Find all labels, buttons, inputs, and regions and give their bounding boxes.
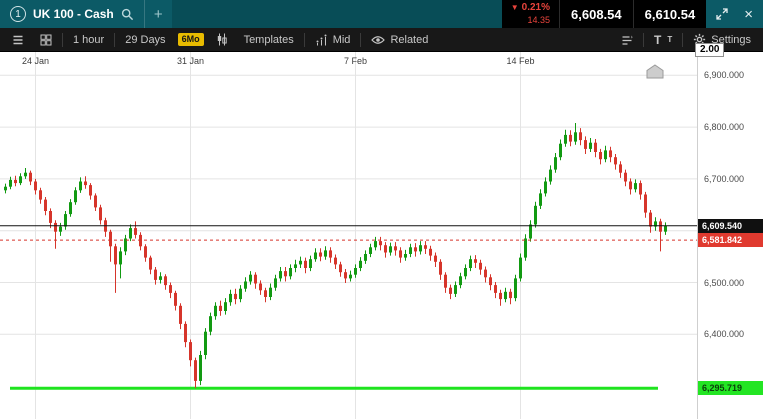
x-axis-date: 14 Feb — [506, 56, 535, 66]
down-triangle-icon: ▼ — [510, 3, 519, 13]
candlestick-icon — [217, 33, 227, 46]
x-axis-date: 31 Jan — [176, 56, 205, 66]
empty-tab-strip — [171, 0, 502, 28]
grid-icon — [40, 34, 52, 45]
range-dropdown[interactable]: 29 Days — [117, 28, 173, 51]
candlestick-chart[interactable] — [0, 52, 697, 419]
settings-label: Settings — [711, 33, 751, 46]
interval-label: 1 hour — [73, 33, 105, 46]
indicator-panels-button[interactable] — [613, 28, 641, 51]
scroll-marker-icon[interactable] — [646, 64, 664, 79]
mid-bars-icon — [316, 34, 327, 45]
chart-area[interactable]: 24 Jan 31 Jan 7 Feb 14 Feb 2.00 6,900.000 6,… — [0, 43, 763, 419]
instrument-tab[interactable]: 1 UK 100 - Cash — [0, 0, 144, 28]
templates-button[interactable]: Templates — [236, 28, 302, 51]
close-icon[interactable]: × — [744, 5, 753, 23]
price-tick: 6,400.000 — [704, 329, 745, 340]
mid-label: Mid — [332, 33, 351, 46]
divider — [643, 32, 645, 47]
preset-6mo-button[interactable]: 6Mo — [177, 33, 204, 46]
quote-panel: ▼ 0.21% 14.35 6,608.54 6,610.54 — [501, 0, 707, 28]
panels-icon — [622, 35, 633, 45]
divider — [682, 32, 684, 47]
related-button[interactable]: Related — [363, 28, 436, 51]
sell-price[interactable]: 6,608.54 — [559, 0, 633, 28]
range-label: 29 Days — [125, 33, 166, 46]
price-tag-current[interactable]: 6,609.540 — [698, 218, 763, 233]
related-label: Related — [390, 33, 429, 46]
news-list-button[interactable] — [4, 28, 32, 51]
spread-label: 2.00 — [695, 43, 725, 57]
layout-grid-button[interactable] — [32, 28, 60, 51]
divider — [62, 32, 63, 47]
interval-dropdown[interactable]: 1 hour — [65, 28, 112, 51]
instrument-title: UK 100 - Cash — [33, 7, 114, 21]
list-icon — [13, 35, 23, 44]
price-axis[interactable]: 2.00 6,900.0006,800.0006,700.0006,600.00… — [695, 43, 763, 419]
price-tag-red[interactable]: 6,581.842 — [698, 233, 763, 248]
search-icon[interactable] — [121, 8, 134, 21]
change-percent: 0.21% — [521, 2, 551, 14]
price-tick: 6,700.000 — [704, 173, 745, 184]
window-header: 1 UK 100 - Cash + ▼ 0.21% 14.35 6,608.54… — [0, 0, 763, 28]
price-tick: 6,900.000 — [704, 70, 745, 81]
window-controls: × — [706, 0, 763, 28]
templates-label: Templates — [243, 33, 294, 46]
buy-price[interactable]: 6,610.54 — [632, 0, 707, 28]
price-tick: 6,800.000 — [704, 122, 745, 133]
price-tick: 6,500.000 — [704, 277, 745, 288]
text-size-small: T — [667, 35, 673, 44]
divider — [114, 32, 116, 47]
chart-toolbar: 1 hour 29 Days 6Mo Templates Mid — [0, 28, 763, 52]
add-tab-button[interactable]: + — [143, 0, 172, 28]
x-axis-date: 24 Jan — [21, 56, 50, 66]
divider — [303, 32, 305, 47]
price-tag-green[interactable]: 6,295.719 — [698, 381, 763, 396]
text-size-large: T — [654, 32, 662, 47]
chart-type-button[interactable] — [208, 28, 236, 51]
divider — [360, 32, 362, 47]
mid-price-button[interactable]: Mid — [307, 28, 359, 51]
x-axis-date: 7 Feb — [343, 56, 368, 66]
change-points: 14.35 — [527, 14, 551, 25]
expand-icon[interactable] — [716, 8, 728, 20]
daily-change: ▼ 0.21% 14.35 — [502, 0, 559, 28]
eye-icon — [371, 35, 386, 44]
instrument-number-badge: 1 — [10, 6, 26, 22]
